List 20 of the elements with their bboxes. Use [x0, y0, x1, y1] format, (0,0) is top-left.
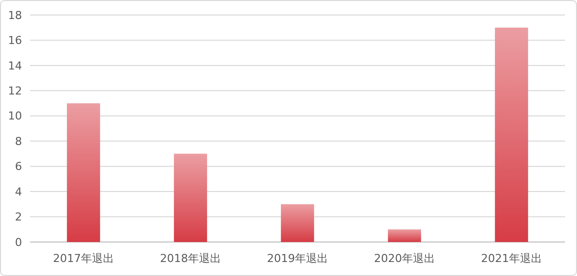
x-tick-label: 2018年退出: [160, 252, 221, 265]
y-tick-label: 8: [15, 134, 22, 148]
x-tick-label: 2019年退出: [267, 252, 328, 265]
bar: [388, 229, 422, 242]
y-tick-label: 2: [15, 210, 22, 224]
y-tick-label: 12: [8, 84, 22, 98]
bar: [494, 28, 528, 242]
y-tick-label: 18: [8, 8, 22, 22]
y-tick-label: 4: [15, 185, 22, 198]
y-tick-label: 0: [15, 236, 22, 249]
bar: [66, 103, 100, 242]
x-tick-label: 2017年退出: [53, 252, 114, 265]
x-tick-label: 2021年退出: [481, 252, 542, 265]
y-tick-label: 6: [15, 160, 22, 174]
bar: [280, 204, 314, 242]
x-tick-label: 2020年退出: [374, 252, 435, 265]
y-tick-label: 16: [8, 34, 22, 48]
y-tick-label: 10: [8, 110, 22, 123]
y-tick-label: 14: [8, 59, 22, 72]
bar: [174, 154, 208, 242]
